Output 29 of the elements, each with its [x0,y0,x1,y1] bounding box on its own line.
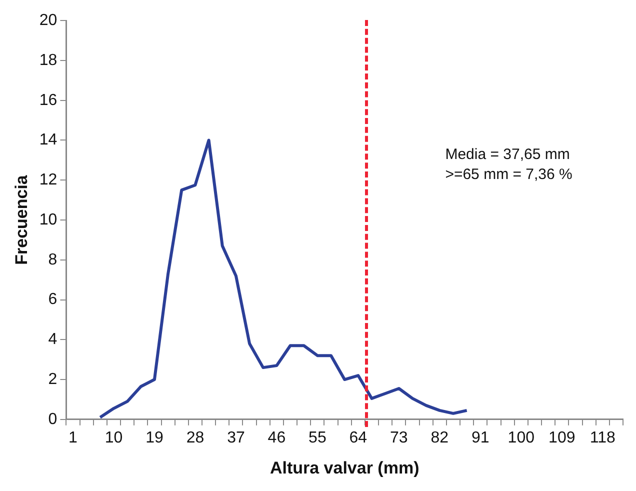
x-tick-label: 37 [227,429,245,446]
y-tick-label: 4 [48,331,58,348]
annotation: >=65 mm = 7,36 % [445,166,572,184]
x-tick-label: 100 [508,429,535,446]
x-tick-label: 1 [68,429,78,446]
y-tick-label: 14 [39,132,58,149]
x-axis-title: Altura valvar (mm) [270,458,420,478]
y-tick-label: 12 [39,172,58,189]
x-tick-label: 10 [104,429,123,446]
y-tick-label: 18 [39,52,58,69]
x-tick-label: 109 [548,429,576,446]
y-tick-label: 8 [48,251,58,268]
x-tick-label: 55 [308,429,326,446]
y-tick-label: 6 [48,291,58,308]
x-tick-label: 64 [349,429,368,446]
y-tick-label: 20 [39,12,58,30]
x-tick-label: 46 [268,429,286,446]
y-tick-label: 2 [48,370,58,388]
x-tick-label: 82 [430,429,449,446]
x-tick-label: 19 [146,429,164,446]
x-tick-label: 73 [390,429,408,446]
y-tick-label: 0 [48,410,58,428]
x-tick-label: 118 [590,429,616,446]
y-tick-label: 16 [39,92,58,109]
x-tick-label: 91 [472,429,490,446]
y-axis-title: Frecuencia [12,174,31,265]
x-tick-label: 28 [186,429,204,446]
y-tick-label: 10 [39,211,58,228]
annotation: Media = 37,65 mm [445,146,570,164]
